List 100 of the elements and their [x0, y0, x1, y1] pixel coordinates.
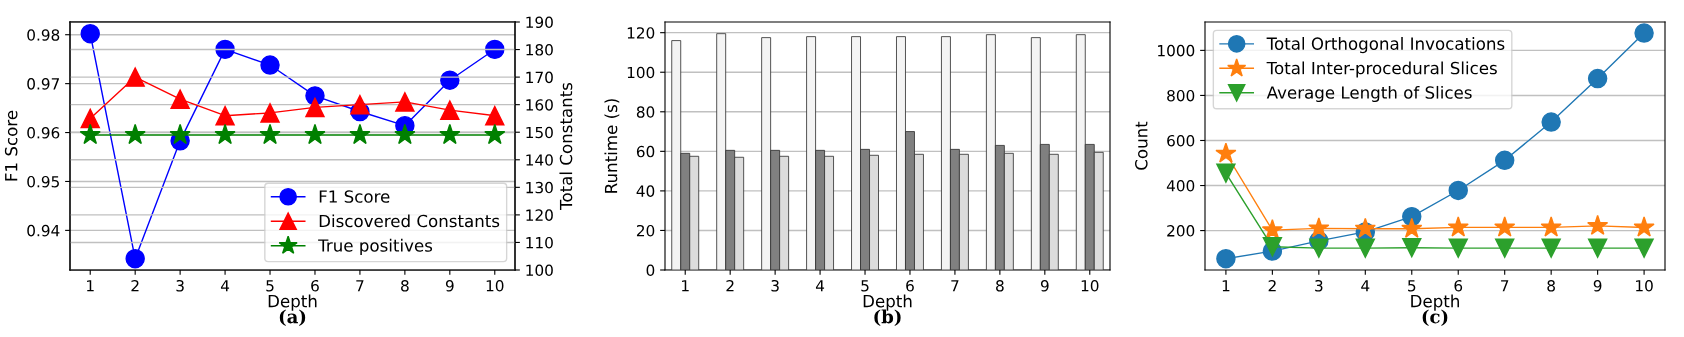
x-tick-label: 3 [176, 279, 184, 292]
point [1494, 238, 1515, 258]
y-tick-label: 40 [636, 185, 655, 197]
point [484, 123, 506, 145]
point [259, 123, 281, 145]
legend-label: Discovered Constants [319, 214, 500, 228]
point [214, 123, 236, 145]
point [260, 103, 280, 123]
x-tick-label: 6 [311, 279, 319, 292]
y-tick-label: 200 [1167, 225, 1195, 237]
point [485, 39, 505, 60]
x-tick-label: 1 [87, 280, 94, 292]
point [1494, 150, 1515, 171]
y-tick-label: 0.95 [27, 175, 59, 188]
y-tick-label: 0 [646, 264, 655, 277]
text: (a) [279, 309, 306, 326]
y-tick-label: 80 [636, 106, 655, 118]
x-tick-label: 9 [1040, 279, 1049, 292]
text: (b) [874, 309, 901, 326]
point [1308, 217, 1330, 238]
x-tick-label: 5 [1408, 280, 1416, 292]
point [170, 89, 190, 109]
y-tick-label: 0.98 [27, 29, 60, 41]
legend-label: True positives [318, 238, 433, 255]
x-axis-title: Depth [1411, 294, 1459, 311]
x-tick-label: 9 [445, 279, 454, 292]
y2-tick-label: 100 [526, 264, 553, 277]
x-tick-label: 8 [996, 279, 1004, 292]
x-tick-label: 6 [906, 279, 914, 292]
x-tick-label: 2 [131, 279, 139, 292]
y2-tick-label: 110 [526, 236, 553, 249]
legend-label: Average Length of Slices [1266, 85, 1472, 103]
point [1634, 23, 1654, 43]
x-tick-label: 4 [815, 280, 825, 292]
y-tick-label: 0.96 [27, 127, 60, 139]
y2-tick-label: 180 [526, 44, 553, 56]
y2-tick-label: 130 [526, 181, 553, 194]
point [440, 100, 460, 120]
x-tick-label: 10 [1081, 279, 1099, 292]
x-tick-label: 9 [1593, 279, 1602, 292]
y-axis-title: Runtime (s) [604, 99, 620, 193]
y2-tick-label: 190 [526, 16, 553, 29]
x-tick-label: 4 [220, 280, 230, 292]
point [215, 105, 235, 126]
point [1587, 214, 1609, 235]
point [1402, 237, 1422, 258]
y-tick-label: 400 [1166, 180, 1195, 192]
point [1216, 163, 1236, 183]
x-tick-label: 2 [1268, 279, 1276, 292]
y2-tick-label: 170 [526, 71, 553, 84]
y-axis-title: F1 Score [4, 110, 18, 181]
point [350, 94, 370, 115]
x-tick-label: 4 [1361, 280, 1370, 292]
point [1448, 238, 1468, 258]
point [305, 97, 325, 118]
point [79, 123, 101, 145]
point [485, 105, 505, 126]
x-tick-label: 7 [951, 280, 959, 292]
point [304, 123, 326, 145]
x-tick-label: 5 [861, 280, 869, 292]
y2-tick-label: 140 [526, 154, 553, 166]
x-tick-label: 5 [266, 280, 274, 292]
point [395, 92, 415, 112]
y-tick-label: 20 [636, 224, 655, 237]
text: (c) [1422, 309, 1448, 326]
y-tick-label: 100 [627, 66, 655, 79]
y-tick-label: 600 [1167, 134, 1195, 147]
y-tick-label: 0.94 [27, 224, 60, 237]
point [125, 249, 145, 269]
point [349, 123, 371, 145]
point [1216, 249, 1236, 269]
point [394, 123, 416, 145]
y-tick-label: 0.97 [27, 78, 59, 90]
point [1494, 216, 1516, 237]
x-tick-label: 1 [1222, 280, 1230, 292]
point [1540, 216, 1562, 237]
point [1633, 216, 1655, 237]
legend-label: Total Orthogonal Invocations [1266, 37, 1505, 54]
point [124, 123, 146, 145]
point [215, 39, 235, 60]
x-tick-label: 6 [1454, 279, 1463, 292]
y2-tick-label: 150 [526, 126, 553, 139]
y2-axis-title: Total Constants [559, 82, 573, 210]
x-tick-label: 7 [1501, 280, 1509, 292]
point [1215, 142, 1237, 163]
x-tick-label: 3 [1315, 279, 1323, 292]
x-tick-label: 2 [726, 279, 734, 292]
x-tick-label: 8 [401, 279, 409, 292]
y-tick-label: 1000 [1158, 44, 1195, 57]
point [1587, 238, 1608, 258]
y-tick-label: 60 [636, 145, 655, 158]
point [125, 67, 145, 87]
x-tick-label: 8 [1547, 279, 1555, 292]
point [1541, 112, 1561, 132]
point [1448, 180, 1468, 201]
point [80, 24, 100, 44]
x-tick-label: 10 [486, 279, 504, 292]
point [1634, 238, 1654, 258]
y2-tick-label: 120 [526, 209, 553, 221]
point [1355, 238, 1376, 258]
